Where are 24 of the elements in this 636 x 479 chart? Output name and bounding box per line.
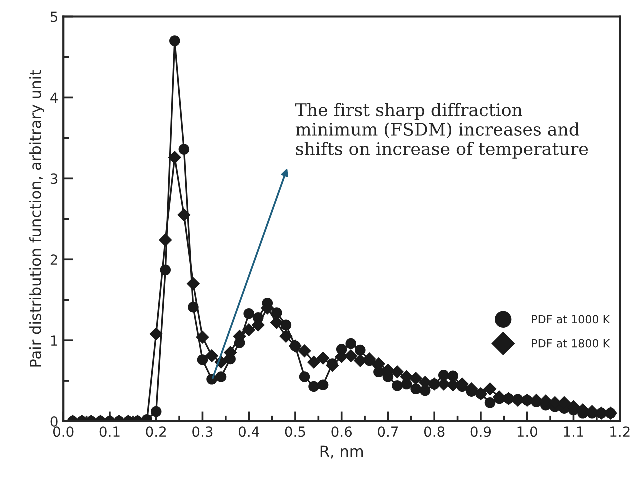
x-tick-label: 0.8 xyxy=(424,426,445,438)
y-tick-label: 3 xyxy=(50,174,58,184)
x-tick-label: 0.7 xyxy=(378,426,398,438)
x-tick-label: 0.1 xyxy=(100,426,120,438)
x-tick-label: 0.0 xyxy=(53,426,74,438)
x-tick-label: 1.1 xyxy=(564,426,584,437)
legend-label: PDF at 1000 K xyxy=(532,315,610,324)
annotation: The first sharp diffraction minimum (FSDM) increases and shifts on increase of temperature xyxy=(296,103,588,159)
y-tick-label: 2 xyxy=(50,254,58,265)
x-tick-label: 0.2 xyxy=(146,426,166,438)
x-tick-label: 1.0 xyxy=(518,426,538,438)
x-tick-label: 0.5 xyxy=(285,426,306,438)
x-tick-label: 0.9 xyxy=(470,426,492,438)
x-tick-label: 0.4 xyxy=(238,426,260,438)
x-tick-label: 1.2 xyxy=(610,426,630,437)
x-tick-label: 0.3 xyxy=(192,426,213,438)
y-tick-label: 5 xyxy=(50,12,58,22)
y-tick-label: 0 xyxy=(50,416,58,427)
legend-label: PDF at 1800 K xyxy=(532,339,610,348)
y-axis-title: Pair distribution function, arbitrary unit xyxy=(30,70,44,367)
x-axis-title: R, nm xyxy=(320,446,363,459)
y-tick-label: 1 xyxy=(51,336,58,346)
x-tick-label: 0.6 xyxy=(332,426,352,438)
y-tick-label: 4 xyxy=(50,92,58,103)
